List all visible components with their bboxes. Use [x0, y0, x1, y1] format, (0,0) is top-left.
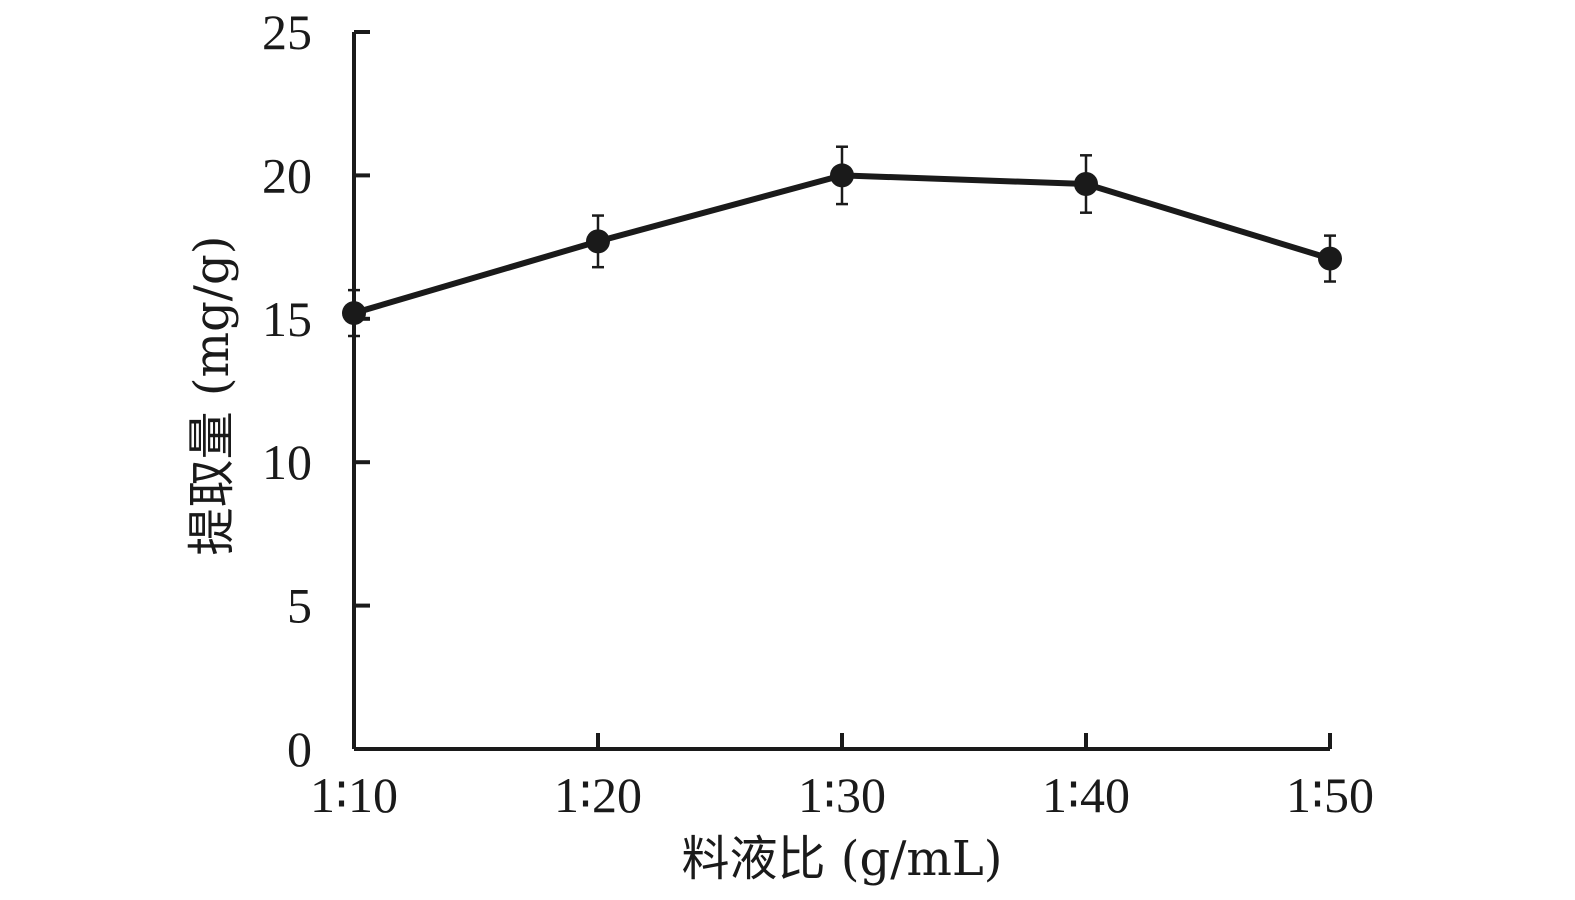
y-tick-label: 10	[262, 434, 312, 490]
series	[342, 145, 1342, 338]
ticks: 0 5 10 15 20 25 1∶10 1∶20 1∶30 1∶40 1∶50	[262, 4, 1374, 823]
y-tick-label: 15	[262, 291, 312, 347]
data-point	[1074, 172, 1098, 197]
y-tick-label: 0	[287, 721, 312, 777]
data-point	[1318, 246, 1342, 271]
x-tick-label: 1∶30	[798, 767, 886, 823]
data-point	[586, 229, 610, 254]
data-point	[342, 301, 366, 326]
y-axis-title: 提取量 (mg/g)	[184, 236, 240, 556]
axes	[352, 32, 1330, 751]
y-tick-label: 5	[287, 578, 312, 634]
x-tick-label: 1∶40	[1042, 767, 1130, 823]
x-tick-label: 1∶20	[554, 767, 642, 823]
y-tick-label: 25	[262, 4, 312, 60]
y-tick-label: 20	[262, 147, 312, 203]
x-tick-label: 1∶10	[310, 767, 398, 823]
data-point	[830, 163, 854, 188]
x-axis-title: 料液比 (g/mL)	[681, 831, 1002, 887]
x-tick-label: 1∶50	[1286, 767, 1374, 823]
